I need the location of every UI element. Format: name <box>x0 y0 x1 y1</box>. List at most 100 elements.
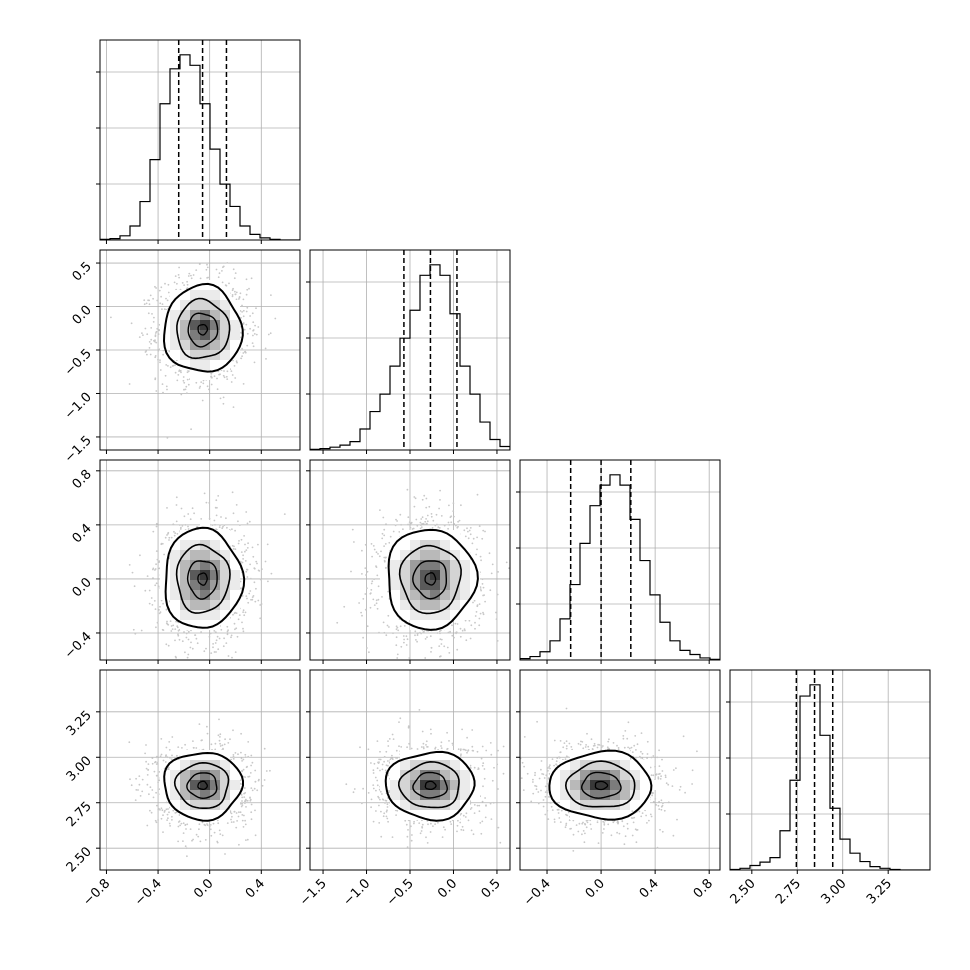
sample-point <box>439 632 441 635</box>
density-cell <box>440 580 450 590</box>
sample-point <box>474 627 476 630</box>
sample-point <box>495 618 498 620</box>
density-cell <box>190 330 200 340</box>
sample-point <box>187 638 190 641</box>
sample-point <box>409 526 412 529</box>
sample-point <box>150 327 153 329</box>
sample-point <box>157 350 160 352</box>
density-cell <box>200 530 210 540</box>
sample-point <box>400 645 403 648</box>
density-cell <box>230 320 240 330</box>
sample-point <box>168 539 170 541</box>
sample-point <box>232 287 235 290</box>
sample-point <box>219 733 222 736</box>
sample-point <box>376 574 379 577</box>
sample-point <box>443 524 446 527</box>
density-cell <box>400 540 410 550</box>
sample-point <box>252 321 255 324</box>
sample-point <box>148 347 151 349</box>
density-cell <box>430 590 440 600</box>
sample-point <box>461 629 464 632</box>
density-cell <box>400 600 410 610</box>
sample-point <box>245 511 248 513</box>
sample-point <box>212 646 214 649</box>
sample-point <box>131 571 134 574</box>
sample-point <box>160 295 163 298</box>
sample-point <box>450 661 452 663</box>
sample-point <box>242 322 245 324</box>
sample-point <box>179 370 182 372</box>
sample-point <box>241 595 244 597</box>
density-cell <box>430 530 440 540</box>
sample-point <box>185 636 188 639</box>
sample-point <box>467 537 470 540</box>
sample-point <box>249 563 252 566</box>
density-cell <box>200 300 210 310</box>
sample-point <box>231 491 234 494</box>
sample-point <box>171 819 173 821</box>
sample-point <box>446 646 449 649</box>
sample-point <box>161 303 164 305</box>
sample-point <box>260 603 263 605</box>
sample-point <box>447 674 449 676</box>
sample-point <box>439 499 441 501</box>
sample-point <box>430 515 433 518</box>
sample-point <box>155 522 158 525</box>
sample-point <box>168 536 171 539</box>
sample-point <box>190 428 193 431</box>
density-cell <box>460 550 470 560</box>
sample-point <box>242 611 245 613</box>
sample-point <box>209 632 212 635</box>
sample-point <box>241 561 244 564</box>
sample-point <box>147 312 150 315</box>
sample-point <box>440 515 443 517</box>
sample-point <box>227 655 230 657</box>
sample-point <box>432 519 435 522</box>
sample-point <box>490 572 493 575</box>
sample-point <box>148 303 151 306</box>
sample-point <box>187 630 190 633</box>
sample-point <box>186 378 189 381</box>
sample-point <box>221 270 223 272</box>
sample-point <box>160 286 163 289</box>
sample-point <box>239 292 242 295</box>
sample-point <box>146 333 149 336</box>
sample-point <box>469 533 472 536</box>
sample-point <box>270 294 272 296</box>
sample-point <box>478 525 481 527</box>
sample-point <box>371 555 373 558</box>
sample-point <box>158 612 161 615</box>
sample-point <box>244 802 246 804</box>
sample-point <box>252 329 255 331</box>
density-cell <box>230 330 240 340</box>
density-cell <box>420 600 430 610</box>
density-cell <box>210 590 220 600</box>
sample-point <box>382 621 385 624</box>
sample-point <box>383 631 386 634</box>
sample-point <box>174 275 177 277</box>
sample-point <box>482 529 485 532</box>
sample-point <box>186 283 189 286</box>
sample-point <box>240 316 242 319</box>
sample-point <box>270 572 273 575</box>
sample-point <box>166 813 169 816</box>
sample-point <box>452 502 455 505</box>
density-cell <box>410 600 420 610</box>
sample-point <box>480 559 482 562</box>
histogram-panel-2 <box>520 460 720 660</box>
density-cell <box>420 580 430 590</box>
sample-point <box>253 567 256 569</box>
density-cell <box>420 550 430 560</box>
sample-point <box>265 358 267 360</box>
density-cell <box>200 290 210 300</box>
contour-line <box>186 560 218 600</box>
sample-point <box>235 298 238 301</box>
sample-point <box>133 585 136 588</box>
sample-point <box>244 351 247 354</box>
sample-point <box>364 608 367 611</box>
sample-point <box>216 506 218 509</box>
sample-point <box>451 624 453 627</box>
sample-point <box>172 624 175 627</box>
sample-point <box>366 587 368 590</box>
density-cell <box>170 540 180 550</box>
